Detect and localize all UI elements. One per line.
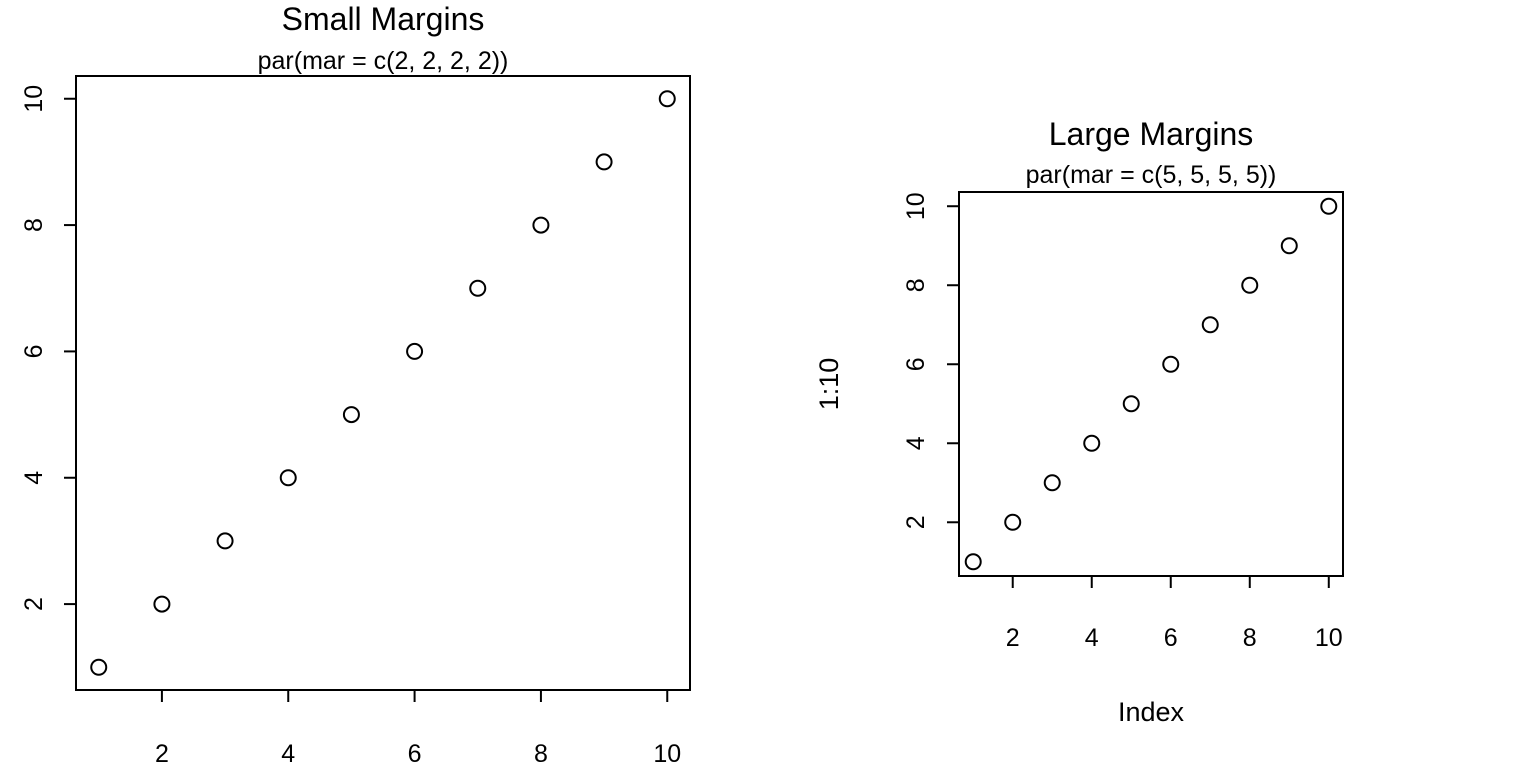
x-tick-label: 4: [1085, 624, 1099, 652]
data-point: [216, 532, 234, 550]
plot-box: [958, 191, 1344, 577]
panel-small-margins: Small Margins par(mar = c(2, 2, 2, 2)) 2…: [20, 1, 691, 768]
panel-large-margins: Large Margins par(mar = c(5, 5, 5, 5)) 2…: [814, 116, 1344, 727]
data-point: [532, 216, 550, 234]
data-point: [1320, 197, 1338, 215]
x-tick-label: 10: [653, 740, 681, 768]
chart-subtitle: par(mar = c(2, 2, 2, 2)): [258, 47, 509, 75]
y-axis-label: 1:10: [814, 358, 844, 411]
data-point: [1122, 395, 1140, 413]
data-point: [90, 658, 108, 676]
x-tick-label: 4: [281, 740, 295, 768]
x-tick-label: 2: [1006, 624, 1020, 652]
x-axis-label: Index: [1118, 697, 1185, 727]
data-point: [1201, 316, 1219, 334]
y-tick-label: 4: [902, 436, 930, 450]
x-tick-label: 2: [155, 740, 169, 768]
y-tick-label: 2: [20, 597, 48, 611]
y-tick-label: 8: [902, 278, 930, 292]
y-tick-label: 8: [20, 218, 48, 232]
chart-title: Large Margins: [1049, 116, 1254, 152]
points-layer: [964, 197, 1338, 571]
chart-title: Small Margins: [282, 1, 485, 37]
data-point: [658, 90, 676, 108]
data-point: [1280, 237, 1298, 255]
data-point: [1241, 276, 1259, 294]
points-layer: [90, 90, 676, 676]
data-point: [153, 595, 171, 613]
x-tick-label: 10: [1315, 624, 1343, 652]
data-point: [1043, 474, 1061, 492]
y-axis: 2 4 6 8 10: [20, 85, 77, 611]
data-point: [279, 469, 297, 487]
chart-subtitle: par(mar = c(5, 5, 5, 5)): [1026, 161, 1277, 189]
data-point: [406, 342, 424, 360]
data-point: [1083, 434, 1101, 452]
data-point: [1004, 513, 1022, 531]
x-tick-label: 6: [408, 740, 422, 768]
data-point: [595, 153, 613, 171]
x-axis: 2 4 6 8 10: [155, 689, 681, 768]
y-tick-label: 10: [902, 192, 930, 220]
data-point: [1162, 355, 1180, 373]
y-tick-label: 6: [20, 344, 48, 358]
y-tick-label: 2: [902, 515, 930, 529]
y-tick-label: 6: [902, 357, 930, 371]
data-point: [964, 553, 982, 571]
data-point: [342, 406, 360, 424]
x-tick-label: 6: [1164, 624, 1178, 652]
data-point: [469, 279, 487, 297]
plot-box: [75, 75, 691, 691]
y-tick-label: 4: [20, 471, 48, 485]
y-axis: 2 4 6 8 10: [902, 192, 960, 529]
y-tick-label: 10: [20, 85, 48, 113]
x-tick-label: 8: [1243, 624, 1257, 652]
x-axis: 2 4 6 8 10: [1006, 575, 1343, 652]
x-tick-label: 8: [534, 740, 548, 768]
